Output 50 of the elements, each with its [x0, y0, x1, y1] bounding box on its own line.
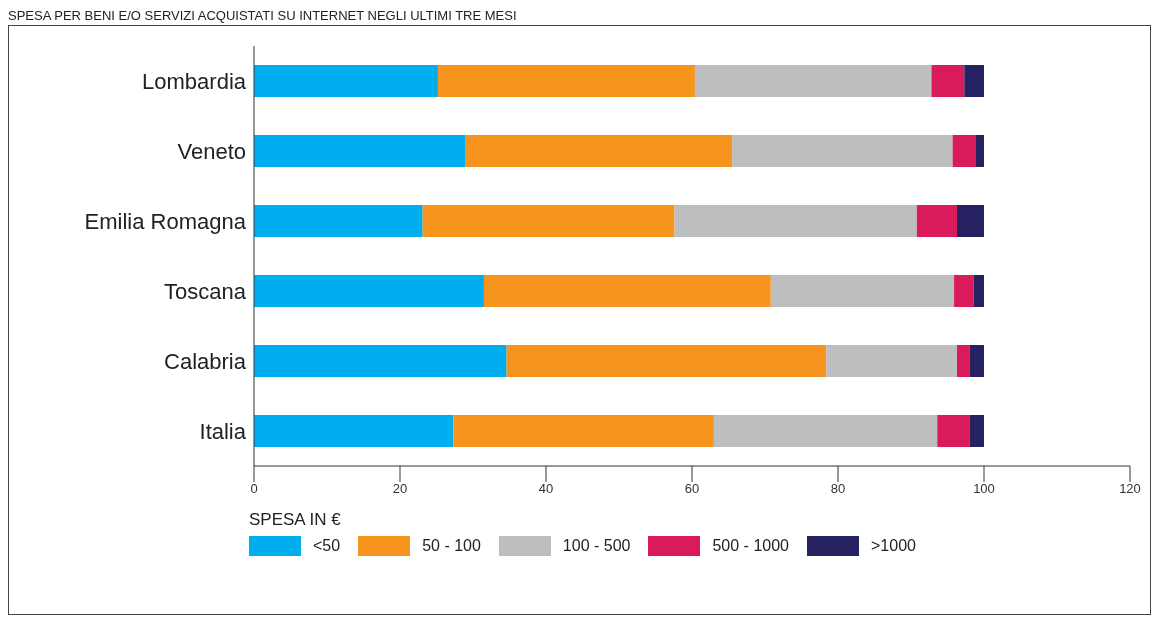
bar [713, 415, 938, 447]
x-tick-label: 0 [250, 481, 258, 497]
x-tick-label: 80 [830, 481, 846, 497]
x-tick-label: 120 [1119, 481, 1141, 497]
y-tick-label: Toscana [164, 278, 247, 304]
bar [254, 415, 454, 447]
bar [954, 275, 974, 307]
legend-label: <50 [313, 537, 341, 555]
y-tick-label: Lombardia [142, 68, 247, 94]
y-tick-label: Italia [199, 418, 247, 444]
y-tick-label: Veneto [177, 138, 246, 164]
legend-title: SPESA IN € [249, 510, 341, 530]
bar [969, 345, 984, 377]
chart-title: SPESA PER BENI E/O SERVIZI ACQUISTATI SU INTERNET NEGLI ULTIMI TRE MESI [8, 8, 518, 23]
bar [732, 135, 953, 167]
legend-label: 50 - 100 [422, 537, 481, 555]
bar [937, 415, 970, 447]
bar [465, 135, 733, 167]
bar [483, 275, 771, 307]
bar [422, 205, 675, 237]
x-tick-label: 60 [684, 481, 700, 497]
y-tick-label: Emilia Romagna [84, 208, 247, 234]
bar [964, 65, 984, 97]
bar [969, 415, 984, 447]
legend-label: 500 - 1000 [712, 537, 789, 555]
bar [694, 65, 932, 97]
bar [453, 415, 714, 447]
bar [506, 345, 827, 377]
legend-label: >1000 [870, 537, 916, 555]
bar [770, 275, 955, 307]
bar [973, 275, 984, 307]
legend-label: 100 - 500 [562, 537, 631, 555]
bar [254, 135, 466, 167]
bar [254, 275, 484, 307]
bar [931, 65, 965, 97]
bar [437, 65, 695, 97]
bar [254, 65, 438, 97]
x-tick-label: 40 [538, 481, 554, 497]
y-tick-label: Calabria [164, 348, 247, 374]
bar [254, 345, 507, 377]
bar [956, 345, 970, 377]
bar [956, 205, 984, 237]
bar [975, 135, 984, 167]
bar [254, 205, 423, 237]
bar [826, 345, 957, 377]
x-tick-label: 20 [392, 481, 408, 497]
bar [916, 205, 957, 237]
x-tick-label: 100 [973, 481, 995, 497]
bar [952, 135, 976, 167]
bar [674, 205, 917, 237]
